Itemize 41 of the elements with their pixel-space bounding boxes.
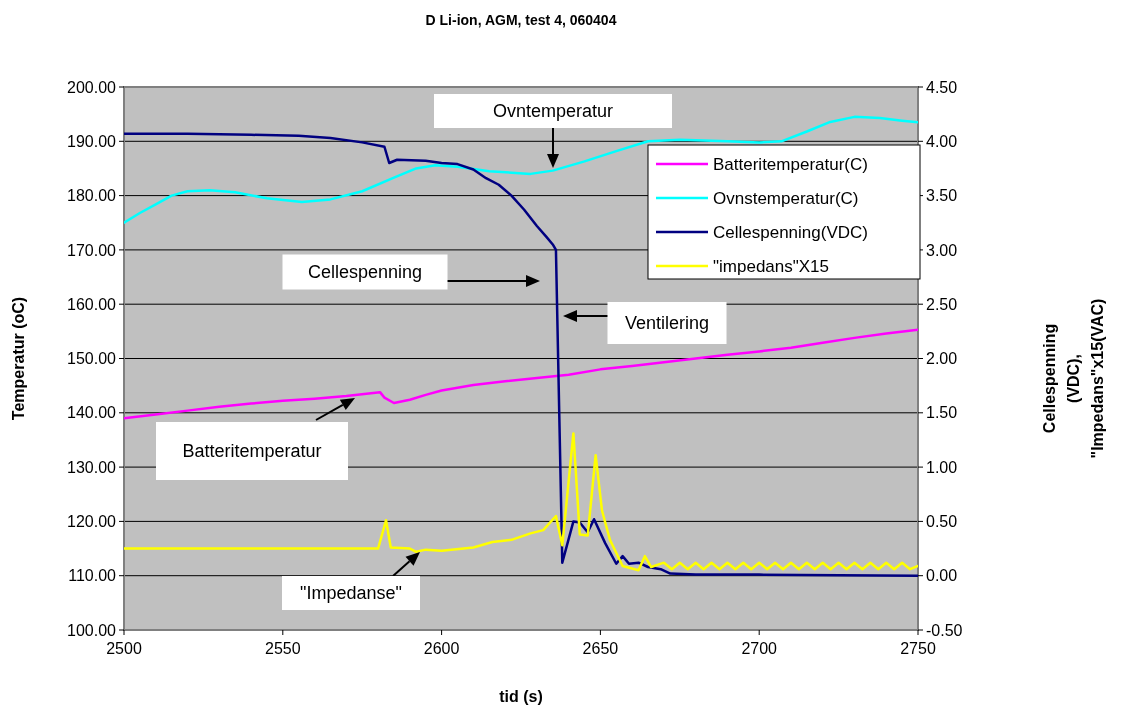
x-tick-label: 2550: [265, 640, 301, 657]
y2-tick-label: 3.50: [926, 187, 958, 205]
annotation: "Impedanse": [300, 583, 402, 604]
legend-label: "impedans"X15: [713, 256, 830, 276]
y-tick-label: 160.00: [67, 295, 117, 313]
y-axis-title: Temperatur (oC): [10, 296, 27, 421]
y-tick-label: 100.00: [67, 621, 117, 639]
y-tick-label: 190.00: [67, 132, 117, 150]
x-tick-label: 2600: [423, 640, 460, 657]
y2-tick-label: 2.50: [926, 295, 958, 313]
y-tick-label: 110.00: [68, 567, 117, 585]
legend-label: Cellespenning(VDC): [713, 222, 868, 242]
legend-label: Ovnstemperatur(C): [713, 188, 859, 208]
y-tick-label: 150.00: [67, 350, 117, 368]
x-tick-label: 2750: [900, 640, 936, 657]
x-tick-label: 2500: [106, 640, 142, 657]
y-tick-label: 120.00: [67, 513, 117, 530]
x-tick-label: 2650: [582, 640, 619, 657]
y2-tick-label: 3.00: [926, 241, 958, 259]
y-tick-label: 170.00: [67, 241, 117, 259]
y2-tick-label: 4.00: [926, 132, 958, 150]
y-tick-label: 130.00: [67, 458, 117, 476]
y2-tick-label: 4.50: [926, 78, 958, 96]
chart-title: D Li-ion, AGM, test 4, 060404: [425, 12, 617, 28]
y2-tick-label: 1.00: [926, 458, 958, 476]
y2-tick-label: 0.50: [926, 513, 958, 530]
y2-tick-label: 1.50: [926, 404, 958, 422]
y2-tick-label: -0.50: [926, 621, 963, 639]
x-tick-label: 2700: [741, 640, 778, 657]
annotation: Cellespenning: [307, 262, 423, 283]
annotation: Ventilering: [624, 313, 710, 334]
annotation: Ovntemperatur: [492, 101, 614, 122]
y2-axis-title: Cellespenning (VDC), "Impedans"x15(VAC): [1041, 298, 1106, 459]
annotation: Batteritemperatur: [182, 441, 322, 462]
y-tick-label: 180.00: [67, 187, 117, 205]
legend-label: Batteritemperatur(C): [713, 154, 868, 174]
x-axis-title: tid (s): [499, 688, 543, 705]
y2-tick-label: 0.00: [926, 567, 958, 585]
y-tick-label: 140.00: [67, 404, 117, 422]
y2-tick-label: 2.00: [926, 350, 958, 368]
y-tick-label: 200.00: [67, 78, 117, 96]
